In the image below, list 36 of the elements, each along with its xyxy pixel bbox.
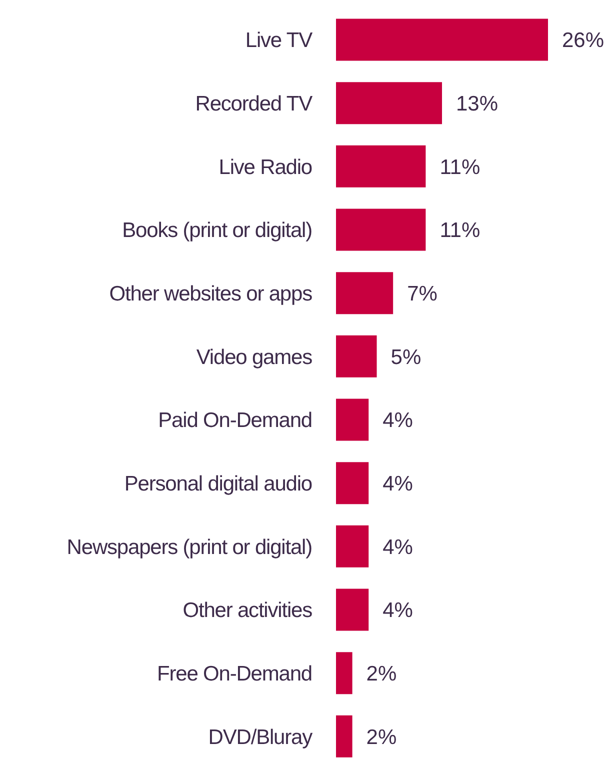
y-tick-label: Free On-Demand (157, 662, 312, 686)
bar (336, 398, 369, 441)
bar (336, 272, 394, 314)
data-label: 11% (440, 219, 480, 242)
bar (336, 82, 442, 124)
y-tick-label: Books (print or digital) (122, 219, 312, 242)
y-tick-label: Live TV (245, 29, 313, 52)
y-tick-label: Live Radio (218, 156, 312, 179)
data-label: 4% (382, 409, 413, 432)
bar (336, 335, 377, 378)
data-label: 7% (407, 282, 438, 306)
y-tick-label: Video games (196, 346, 312, 369)
y-tick-label: Paid On-Demand (158, 409, 312, 432)
bar (336, 588, 369, 631)
bar (336, 208, 426, 251)
data-label: 5% (390, 346, 422, 369)
data-label: 4% (382, 599, 413, 622)
bar (336, 462, 369, 504)
y-tick-label: Recorded TV (195, 92, 313, 116)
bar (336, 652, 352, 694)
bar (336, 525, 369, 568)
data-label: 26% (562, 29, 604, 52)
y-tick-label: Newspapers (print or digital) (66, 536, 312, 559)
bar (336, 145, 426, 188)
data-label: 11% (440, 156, 480, 179)
y-tick-label: Other websites or apps (109, 282, 312, 306)
data-label: 2% (366, 662, 397, 686)
data-label: 4% (382, 536, 413, 559)
y-tick-label: DVD/Bluray (208, 726, 314, 749)
data-label: 13% (456, 92, 498, 116)
bar (336, 715, 352, 758)
data-label: 4% (382, 472, 413, 496)
y-tick-label: Personal digital audio (124, 472, 312, 496)
data-label: 2% (366, 726, 397, 749)
y-tick-label: Other activities (182, 599, 312, 622)
bar (336, 18, 548, 61)
